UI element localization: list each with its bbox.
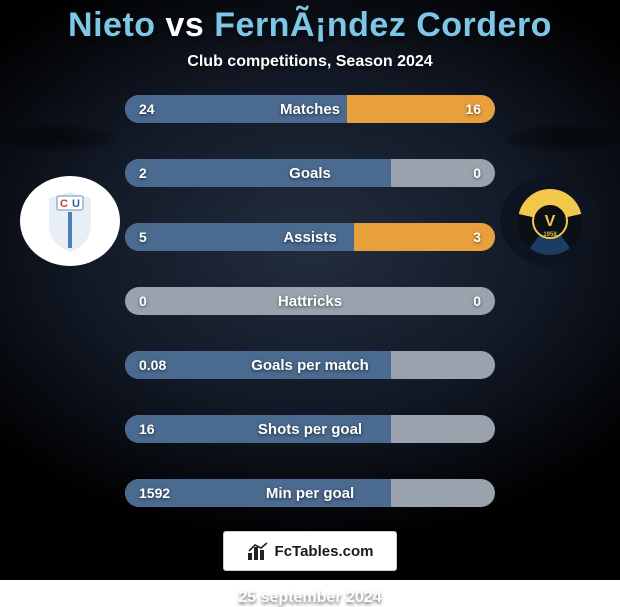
player-right-name: FernÃ¡ndez Cordero bbox=[214, 6, 552, 44]
crest-inner-letter: V bbox=[545, 213, 556, 230]
footer-brand-text: FcTables.com bbox=[275, 543, 374, 560]
bars-icon bbox=[247, 541, 269, 561]
stat-bar-left bbox=[125, 95, 347, 123]
stat-row: 0 0Hattricks bbox=[125, 287, 495, 315]
stat-value-left: 0 bbox=[139, 287, 147, 315]
stat-row: 1592Min per goal bbox=[125, 479, 495, 507]
club-crest-right-svg: V 1958 bbox=[515, 186, 585, 256]
club-crest-right: V 1958 bbox=[500, 176, 600, 266]
stat-row: 20Goals bbox=[125, 159, 495, 187]
stat-value-right: 0 bbox=[473, 287, 481, 315]
stat-row: 0.08Goals per match bbox=[125, 351, 495, 379]
club-crest-left-svg: C U bbox=[35, 186, 105, 256]
stat-row: 53Assists bbox=[125, 223, 495, 251]
stat-bar-left bbox=[125, 223, 354, 251]
stat-value-right: 0 bbox=[473, 159, 481, 187]
shield-vertical-bar bbox=[68, 212, 72, 248]
shield-letter-u: U bbox=[72, 198, 80, 210]
stat-bar-left bbox=[125, 351, 391, 379]
crest-year: 1958 bbox=[543, 232, 557, 238]
footer-date: 25 september 2024 bbox=[0, 589, 620, 607]
footer-logo: FcTables.com bbox=[223, 531, 397, 571]
vs-text: vs bbox=[156, 6, 215, 44]
stat-bar-right bbox=[347, 95, 495, 123]
club-crest-left: C U bbox=[20, 176, 120, 266]
stat-bar-left bbox=[125, 159, 391, 187]
subtitle: Club competitions, Season 2024 bbox=[0, 53, 620, 71]
stat-bar-left bbox=[125, 479, 391, 507]
shield-letter-c: C bbox=[60, 198, 68, 210]
player-right-shadow bbox=[502, 124, 620, 152]
stat-bar-right bbox=[354, 223, 495, 251]
stat-row: 16Shots per goal bbox=[125, 415, 495, 443]
stat-bar-left bbox=[125, 415, 391, 443]
stat-label: Hattricks bbox=[125, 287, 495, 315]
page-title: Nieto vs FernÃ¡ndez Cordero bbox=[0, 0, 620, 45]
stats-container: 2416Matches20Goals53Assists00Hattricks0.… bbox=[125, 95, 495, 525]
stat-row: 2416Matches bbox=[125, 95, 495, 123]
player-left-shadow bbox=[0, 124, 118, 152]
player-left-name: Nieto bbox=[68, 6, 156, 44]
